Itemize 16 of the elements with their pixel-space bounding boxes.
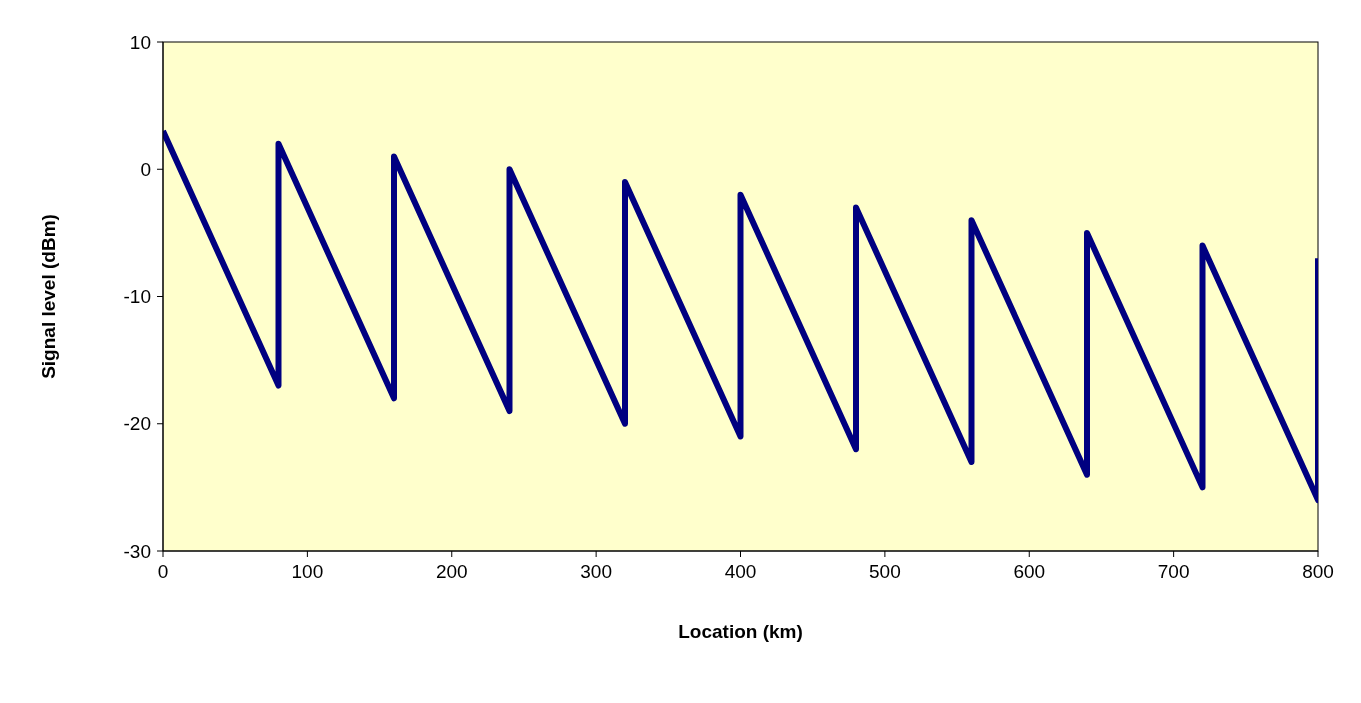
x-tick-label: 200 (435, 561, 468, 583)
x-tick-label: 100 (291, 561, 324, 583)
x-tick-label: 700 (1157, 561, 1190, 583)
x-axis-title: Location (km) (678, 621, 803, 642)
y-tick-label: -30 (123, 540, 151, 562)
y-tick-label: 0 (140, 158, 151, 180)
x-tick-label: 500 (869, 561, 901, 583)
y-axis-title: Signal level (dBm) (37, 214, 59, 379)
y-tick-label: -20 (123, 413, 151, 435)
x-tick-label: 300 (580, 561, 612, 583)
y-tick-label: 10 (129, 31, 151, 53)
x-tick-label: 600 (1013, 561, 1046, 583)
x-tick-label: 0 (157, 561, 169, 583)
x-tick-label: 400 (724, 561, 757, 583)
y-tick-label: -10 (123, 286, 151, 308)
x-tick-label: 800 (1302, 561, 1334, 583)
